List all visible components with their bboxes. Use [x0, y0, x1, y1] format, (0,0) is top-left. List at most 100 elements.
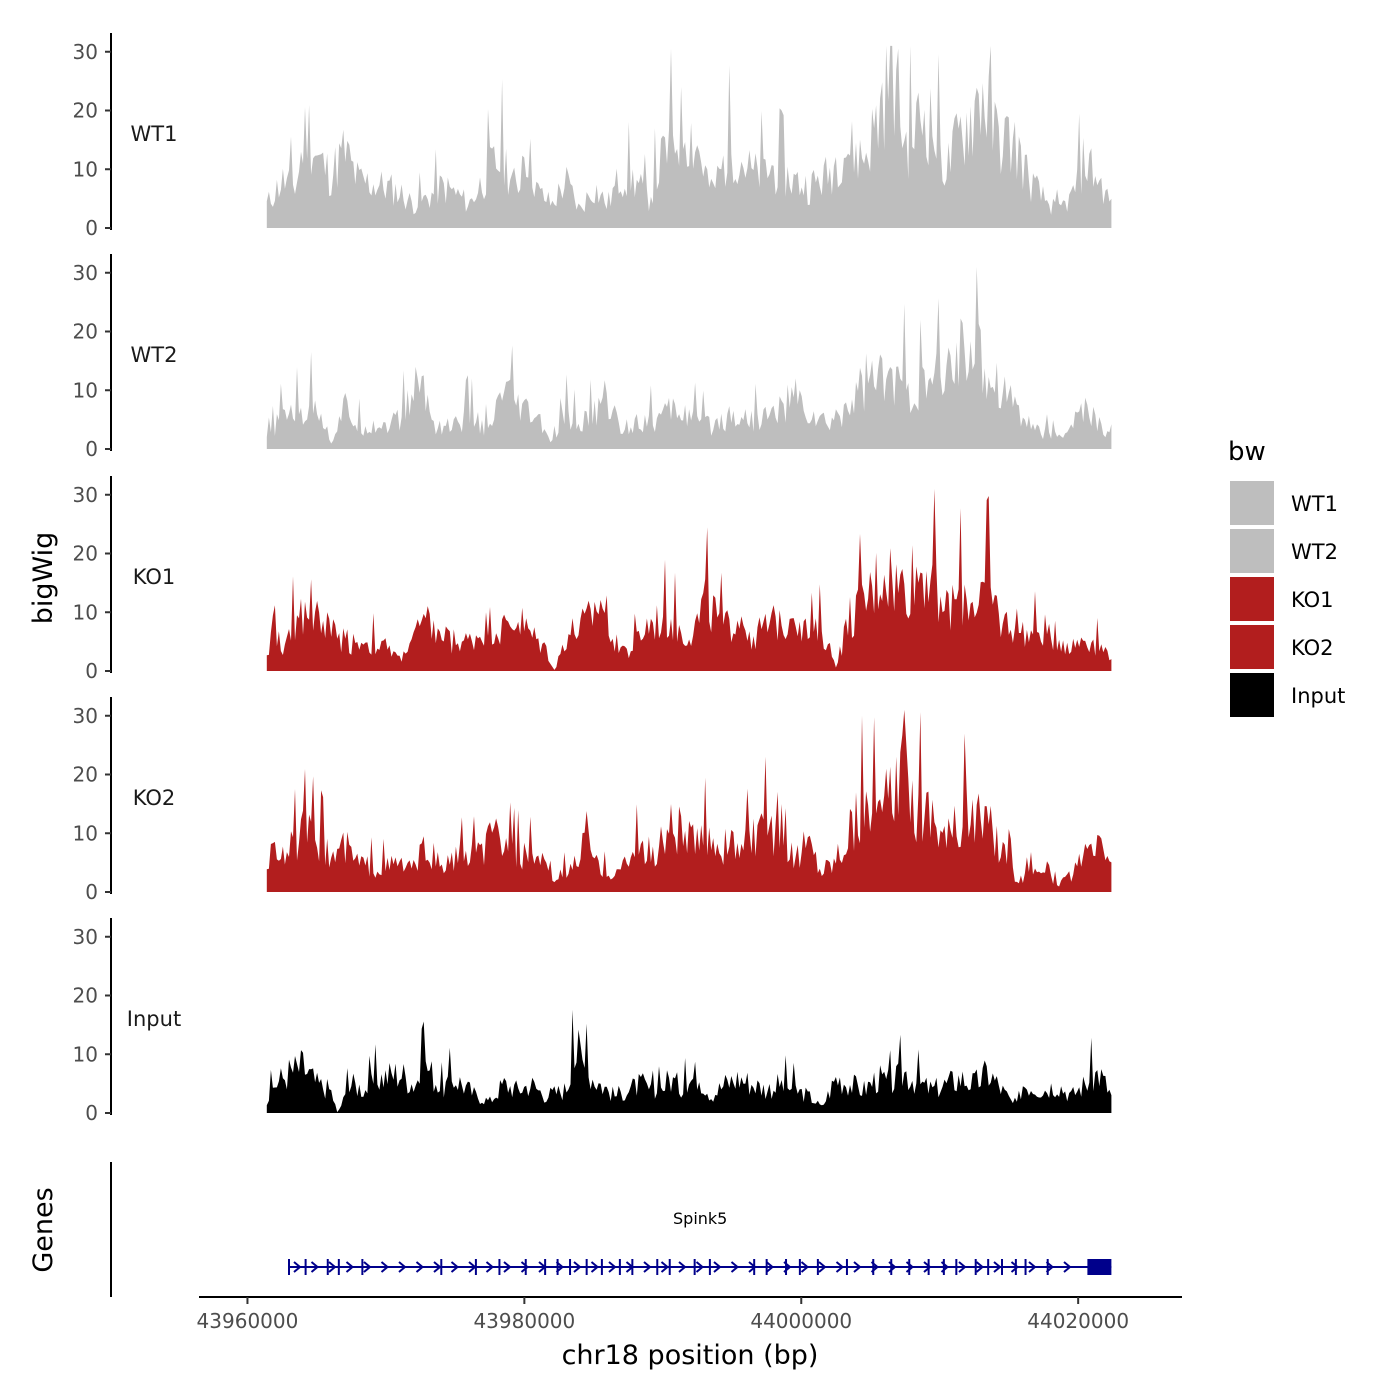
strand-arrow: [643, 1261, 652, 1273]
signal-area-ko1: [266, 488, 1112, 671]
y-tick-label: 0: [85, 659, 98, 683]
legend-swatch: [1228, 623, 1276, 671]
signal-area-wt1: [266, 45, 1112, 229]
y-tick-label: 10: [73, 1042, 98, 1066]
x-tick-label: 43960000: [197, 1309, 299, 1333]
strand-arrow: [975, 1261, 985, 1273]
strand-arrow: [958, 1261, 967, 1273]
track-wt1: 0 10 20 30 WT1: [73, 33, 1112, 240]
y-tick-label: 30: [73, 40, 98, 64]
strand-arrow: [923, 1261, 932, 1273]
strand-arrow: [363, 1261, 372, 1273]
gene-label: Spink5: [673, 1209, 727, 1228]
y-tick-label: 0: [85, 216, 98, 240]
x-axis: 43960000 43980000 44000000 44020000: [197, 1296, 1182, 1333]
strand-arrow: [678, 1261, 687, 1273]
strand-arrow: [1028, 1261, 1037, 1273]
y-tick-label: 20: [73, 542, 98, 566]
strand-arrow: [520, 1261, 530, 1273]
track-input: 0 10 20 30 Input: [73, 918, 1112, 1125]
strand-arrow: [818, 1261, 827, 1273]
strand-arrow: [608, 1261, 617, 1273]
legend-label: KO2: [1291, 636, 1334, 660]
x-tick-label: 44020000: [1027, 1309, 1129, 1333]
track-wt2: 0 10 20 30 WT2: [73, 254, 1112, 461]
y-tick-label: 30: [73, 925, 98, 949]
strand-arrow: [345, 1261, 355, 1273]
track-ko1: 0 10 20 30 KO1: [73, 476, 1112, 683]
strand-arrow: [310, 1261, 320, 1273]
y-tick-label: 10: [73, 157, 98, 181]
legend-title: bw: [1228, 437, 1266, 467]
y-tick-label: 20: [73, 320, 98, 344]
y-tick-label: 20: [73, 984, 98, 1008]
y-tick-label: 30: [73, 704, 98, 728]
legend-label: Input: [1291, 684, 1345, 708]
legend-swatch: [1228, 671, 1276, 719]
y-tick-label: 30: [73, 261, 98, 285]
strand-arrow: [835, 1261, 845, 1273]
legend-swatch: [1228, 527, 1276, 575]
legend-item-input: Input: [1228, 671, 1345, 719]
strand-arrow: [765, 1261, 775, 1273]
legend-swatch: [1228, 479, 1276, 527]
signal-area-wt2: [266, 266, 1112, 449]
track-label-ko1: KO1: [133, 565, 176, 589]
y-tick-label: 10: [73, 821, 98, 845]
strand-arrow: [1063, 1261, 1072, 1273]
gene-spink5: Spink5: [287, 1209, 1112, 1275]
strand-arrow: [415, 1261, 425, 1273]
y-tick-label: 10: [73, 378, 98, 402]
legend: bw WT1 WT2 KO1 KO2 Input: [1228, 437, 1345, 719]
y-tick-label: 20: [73, 99, 98, 123]
strand-arrow: [590, 1261, 600, 1273]
y-tick-label: 20: [73, 763, 98, 787]
strand-arrow: [293, 1261, 302, 1273]
gene-track: Spink5: [110, 1162, 1112, 1297]
strand-arrow: [800, 1261, 810, 1273]
strand-arrow: [1010, 1261, 1020, 1273]
strand-arrow: [993, 1261, 1002, 1273]
strand-arrow: [730, 1261, 740, 1273]
bigwig-tracks: 0 10 20 30 WT1 0 10 20 30 WT2 0 10 20 30 KO1 0 10 20 30 KO2…: [73, 33, 1112, 1125]
y-tick-label: 0: [85, 880, 98, 904]
y-tick-label: 30: [73, 483, 98, 507]
legend-item-ko2: KO2: [1228, 623, 1334, 671]
track-label-wt1: WT1: [131, 122, 178, 146]
strand-arrow: [450, 1261, 460, 1273]
signal-area-ko2: [266, 709, 1112, 892]
legend-label: KO1: [1291, 588, 1334, 612]
legend-label: WT2: [1291, 540, 1338, 564]
strand-arrow: [853, 1261, 862, 1273]
strand-arrow: [503, 1261, 512, 1273]
x-tick-label: 43980000: [473, 1309, 575, 1333]
strand-arrow: [328, 1261, 337, 1273]
strand-arrow: [433, 1261, 442, 1273]
track-label-input: Input: [127, 1007, 181, 1031]
track-label-ko2: KO2: [133, 786, 176, 810]
strand-arrow: [713, 1261, 722, 1273]
y-tick-label: 10: [73, 600, 98, 624]
legend-item-wt2: WT2: [1228, 527, 1338, 575]
strand-arrow: [573, 1261, 582, 1273]
strand-arrow: [380, 1261, 390, 1273]
track-label-wt2: WT2: [131, 343, 178, 367]
x-tick-label: 44000000: [750, 1309, 852, 1333]
strand-arrow: [398, 1261, 407, 1273]
track-ko2: 0 10 20 30 KO2: [73, 697, 1112, 904]
y-tick-label: 0: [85, 437, 98, 461]
strand-arrow: [485, 1261, 495, 1273]
strand-arrow: [695, 1261, 705, 1273]
gene-track-title: Genes: [28, 1187, 59, 1272]
strand-arrow: [660, 1261, 670, 1273]
legend-item-wt1: WT1: [1228, 479, 1338, 527]
legend-label: WT1: [1291, 492, 1338, 516]
y-axis-title: bigWig: [28, 532, 59, 625]
gene-exon-block: [1087, 1259, 1112, 1275]
y-tick-label: 0: [85, 1101, 98, 1125]
legend-swatch: [1228, 575, 1276, 623]
legend-item-ko1: KO1: [1228, 575, 1334, 623]
x-axis-title: chr18 position (bp): [562, 1340, 819, 1371]
signal-area-input: [266, 1009, 1112, 1113]
